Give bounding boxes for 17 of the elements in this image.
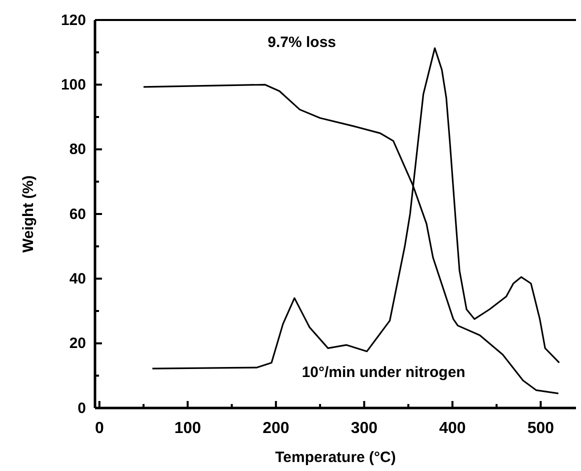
y-axis-title: Weight (%) bbox=[20, 175, 37, 253]
x-tick-label: 400 bbox=[439, 420, 466, 437]
y-tick-label: 80 bbox=[69, 141, 86, 158]
x-tick-label: 100 bbox=[174, 420, 202, 437]
y-tick-label: 120 bbox=[60, 12, 86, 29]
x-tick-label: 200 bbox=[262, 420, 290, 437]
x-tick-label: 300 bbox=[350, 420, 378, 437]
y-tick-label: 100 bbox=[60, 76, 86, 94]
y-tick-label: 20 bbox=[69, 335, 86, 352]
annotation: 10°/min under nitrogen bbox=[302, 364, 466, 381]
y-tick-label: 60 bbox=[69, 206, 86, 223]
x-tick-label: 500 bbox=[527, 420, 554, 437]
x-tick-label: 0 bbox=[94, 420, 104, 437]
y-tick-label: 40 bbox=[69, 270, 86, 288]
annotation: 9.7% loss bbox=[268, 34, 336, 52]
y-tick-label: 0 bbox=[78, 400, 86, 417]
x-axis-title: Temperature (°C) bbox=[275, 449, 396, 466]
